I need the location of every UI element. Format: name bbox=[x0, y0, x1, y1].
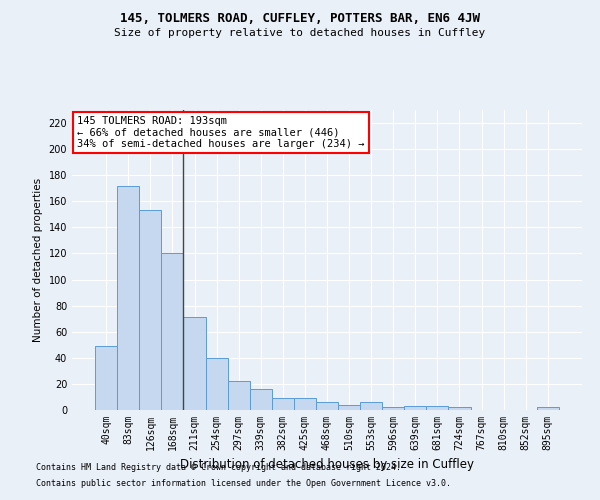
Bar bbox=[382, 408, 404, 410]
Bar bbox=[184, 318, 206, 410]
Text: Contains HM Land Registry data © Crown copyright and database right 2024.: Contains HM Land Registry data © Crown c… bbox=[36, 464, 401, 472]
Bar bbox=[427, 406, 448, 410]
Bar bbox=[404, 406, 427, 410]
Bar bbox=[227, 382, 250, 410]
Bar bbox=[537, 408, 559, 410]
Bar bbox=[95, 346, 117, 410]
Text: 145, TOLMERS ROAD, CUFFLEY, POTTERS BAR, EN6 4JW: 145, TOLMERS ROAD, CUFFLEY, POTTERS BAR,… bbox=[120, 12, 480, 26]
Bar bbox=[250, 389, 272, 410]
Text: 145 TOLMERS ROAD: 193sqm
← 66% of detached houses are smaller (446)
34% of semi-: 145 TOLMERS ROAD: 193sqm ← 66% of detach… bbox=[77, 116, 365, 149]
Bar bbox=[139, 210, 161, 410]
Bar bbox=[161, 254, 184, 410]
Text: Size of property relative to detached houses in Cuffley: Size of property relative to detached ho… bbox=[115, 28, 485, 38]
Bar bbox=[272, 398, 294, 410]
Bar bbox=[338, 405, 360, 410]
Bar bbox=[206, 358, 227, 410]
Bar bbox=[316, 402, 338, 410]
Bar bbox=[448, 408, 470, 410]
Text: Contains public sector information licensed under the Open Government Licence v3: Contains public sector information licen… bbox=[36, 478, 451, 488]
Y-axis label: Number of detached properties: Number of detached properties bbox=[33, 178, 43, 342]
X-axis label: Distribution of detached houses by size in Cuffley: Distribution of detached houses by size … bbox=[180, 458, 474, 471]
Bar bbox=[360, 402, 382, 410]
Bar bbox=[117, 186, 139, 410]
Bar bbox=[294, 398, 316, 410]
